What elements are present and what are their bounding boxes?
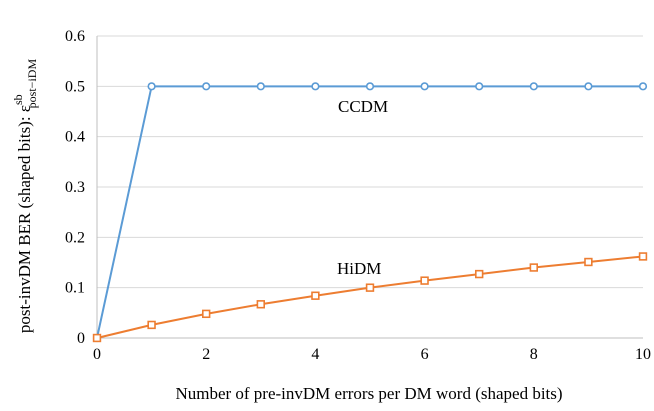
x-tick-label: 2	[202, 346, 210, 363]
x-tick-label: 8	[530, 346, 538, 363]
data-point-ccdm	[147, 82, 156, 91]
data-point-hidm	[420, 276, 429, 285]
y-tick-label: 0.1	[65, 280, 85, 297]
series-line-ccdm	[96, 85, 643, 339]
x-axis-title: Number of pre-invDM errors per DM word (…	[175, 384, 562, 403]
y-axis-title-subscript: post−iDM	[25, 59, 39, 109]
data-point-hidm	[474, 269, 484, 279]
data-point-hidm	[92, 333, 102, 343]
data-point-ccdm	[311, 82, 320, 91]
x-tick-labels: 0 2 4 6 8 10	[93, 346, 651, 363]
y-tick-labels: 0 0.1 0.2 0.3 0.4 0.5 0.6	[65, 28, 85, 347]
data-point-hidm	[529, 263, 539, 272]
data-point-hidm	[365, 283, 375, 292]
data-point-hidm	[202, 309, 211, 319]
y-axis-title: post-invDM BER (shaped bits): εsbpost−iD…	[11, 59, 39, 334]
y-axis-title-main: post-invDM BER (shaped bits): ε	[15, 105, 34, 333]
y-tick-label: 0.4	[65, 129, 85, 146]
data-point-ccdm	[584, 82, 593, 91]
data-point-ccdm	[365, 82, 375, 91]
data-point-ccdm	[202, 82, 211, 91]
y-tick-label: 0.3	[65, 179, 85, 196]
grid-lines	[97, 35, 643, 289]
data-point-hidm	[584, 257, 593, 267]
y-tick-label: 0.6	[65, 28, 85, 45]
data-point-ccdm	[256, 82, 265, 91]
data-point-hidm	[256, 300, 265, 309]
x-tick-label: 10	[635, 346, 651, 363]
series-label-ccdm: CCDM	[338, 97, 388, 116]
data-point-ccdm	[638, 82, 648, 91]
axes	[96, 36, 643, 339]
data-point-ccdm	[529, 82, 538, 91]
data-point-ccdm	[475, 82, 484, 91]
y-tick-label: 0.2	[65, 229, 85, 246]
y-tick-label: 0.5	[65, 78, 85, 95]
data-point-hidm	[638, 252, 648, 261]
x-tick-label: 4	[311, 346, 319, 363]
series-label-hidm: HiDM	[337, 259, 381, 278]
x-tick-label: 6	[421, 346, 429, 363]
y-tick-label: 0	[77, 330, 85, 347]
data-point-hidm	[311, 291, 320, 300]
y-axis-title-superscript: sb	[11, 94, 25, 105]
x-tick-label: 0	[93, 346, 101, 363]
series-layer	[92, 82, 648, 343]
data-point-hidm	[147, 320, 156, 330]
data-point-ccdm	[420, 82, 429, 91]
